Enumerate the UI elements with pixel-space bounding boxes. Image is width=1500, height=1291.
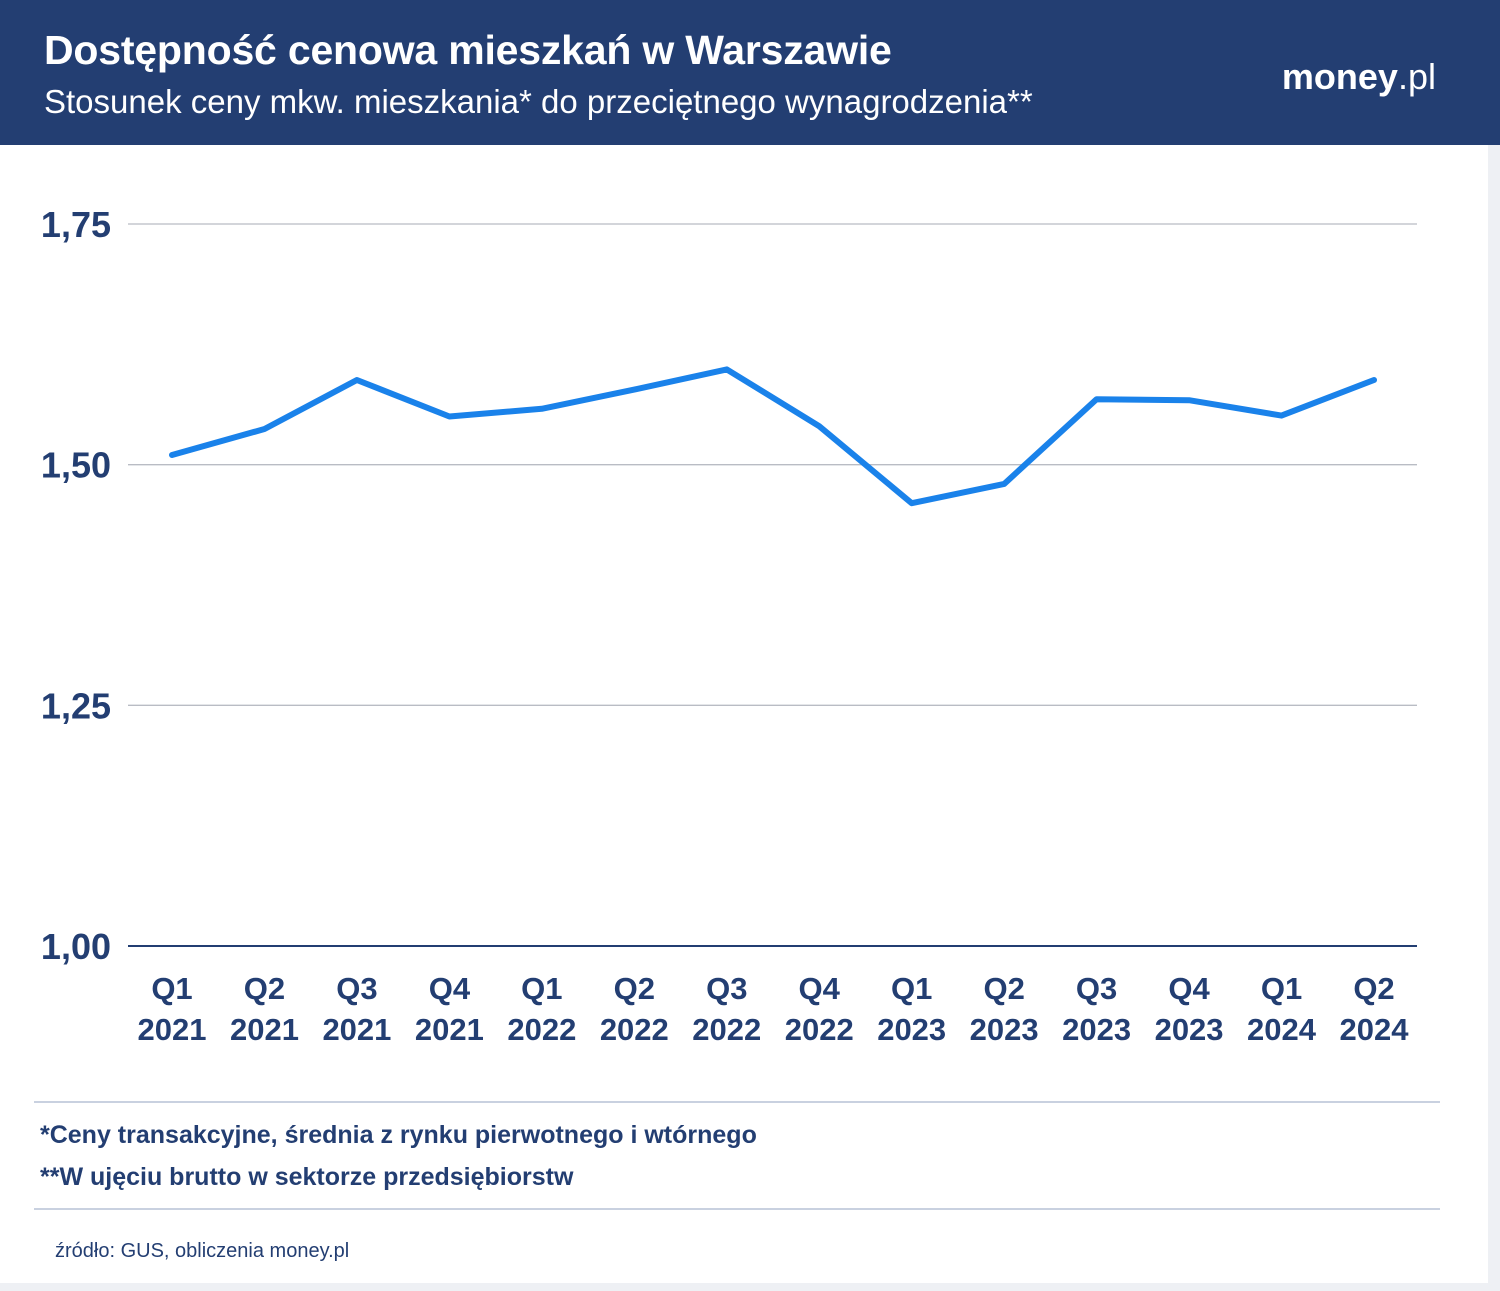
x-tick-label-quarter: Q2 bbox=[614, 971, 655, 1006]
x-tick-label-year: 2022 bbox=[600, 1012, 669, 1047]
x-tick-label-year: 2023 bbox=[1062, 1012, 1131, 1047]
chart-subtitle: Stosunek ceny mkw. mieszkania* do przeci… bbox=[44, 83, 1033, 120]
x-tick-label-year: 2022 bbox=[692, 1012, 761, 1047]
x-tick-label-quarter: Q1 bbox=[151, 971, 192, 1006]
x-tick-label-quarter: Q2 bbox=[244, 971, 285, 1006]
x-tick-label-year: 2021 bbox=[230, 1012, 299, 1047]
x-tick-label-quarter: Q2 bbox=[983, 971, 1024, 1006]
x-tick-label-year: 2021 bbox=[415, 1012, 484, 1047]
x-tick-label-quarter: Q3 bbox=[706, 971, 747, 1006]
x-tick-label-quarter: Q1 bbox=[891, 971, 932, 1006]
x-tick-label-quarter: Q4 bbox=[1168, 971, 1210, 1006]
y-tick-label: 1,25 bbox=[41, 685, 111, 726]
x-tick-label-quarter: Q4 bbox=[799, 971, 841, 1006]
divider-top bbox=[34, 1101, 1440, 1103]
frame-border-bottom bbox=[0, 1283, 1500, 1291]
footnote-prices: *Ceny transakcyjne, średnia z rynku pier… bbox=[40, 1121, 757, 1149]
x-tick-label-year: 2023 bbox=[970, 1012, 1039, 1047]
line-chart: 1,00 1,25 1,50 1,75 Q1 2021 Q2 2021 Q3 2021 Q4 2021… bbox=[41, 204, 1417, 1047]
y-tick-label: 1,75 bbox=[41, 204, 111, 245]
header-banner: Dostępność cenowa mieszkań w Warszawie S… bbox=[0, 0, 1500, 145]
x-tick-label-year: 2023 bbox=[877, 1012, 946, 1047]
x-tick-label-year: 2023 bbox=[1155, 1012, 1224, 1047]
x-tick-label-year: 2021 bbox=[322, 1012, 391, 1047]
x-tick-label-quarter: Q4 bbox=[429, 971, 471, 1006]
footnote-wages: **W ujęciu brutto w sektorze przedsiębio… bbox=[40, 1163, 574, 1191]
x-tick-label-year: 2022 bbox=[507, 1012, 576, 1047]
x-tick-label-year: 2021 bbox=[138, 1012, 207, 1047]
logo-tld: .pl bbox=[1397, 56, 1436, 97]
y-tick-label: 1,00 bbox=[41, 926, 111, 967]
x-tick-label-year: 2022 bbox=[785, 1012, 854, 1047]
x-tick-label-quarter: Q1 bbox=[1261, 971, 1302, 1006]
x-tick-label-year: 2024 bbox=[1247, 1012, 1317, 1047]
x-tick-label-quarter: Q3 bbox=[336, 971, 377, 1006]
x-tick-label-quarter: Q3 bbox=[1076, 971, 1117, 1006]
x-tick-label-quarter: Q1 bbox=[521, 971, 562, 1006]
money-pl-logo: money.pl bbox=[1282, 56, 1436, 98]
chart-title: Dostępność cenowa mieszkań w Warszawie bbox=[44, 27, 892, 73]
x-tick-label-year: 2024 bbox=[1340, 1012, 1410, 1047]
divider-bottom bbox=[34, 1208, 1440, 1210]
series-line bbox=[169, 366, 1377, 507]
logo-brand: money bbox=[1281, 56, 1398, 97]
x-tick-label-quarter: Q2 bbox=[1353, 971, 1394, 1006]
frame-border-right bbox=[1488, 145, 1500, 1291]
y-tick-label: 1,50 bbox=[41, 445, 111, 486]
source-note: źródło: GUS, obliczenia money.pl bbox=[55, 1240, 350, 1262]
